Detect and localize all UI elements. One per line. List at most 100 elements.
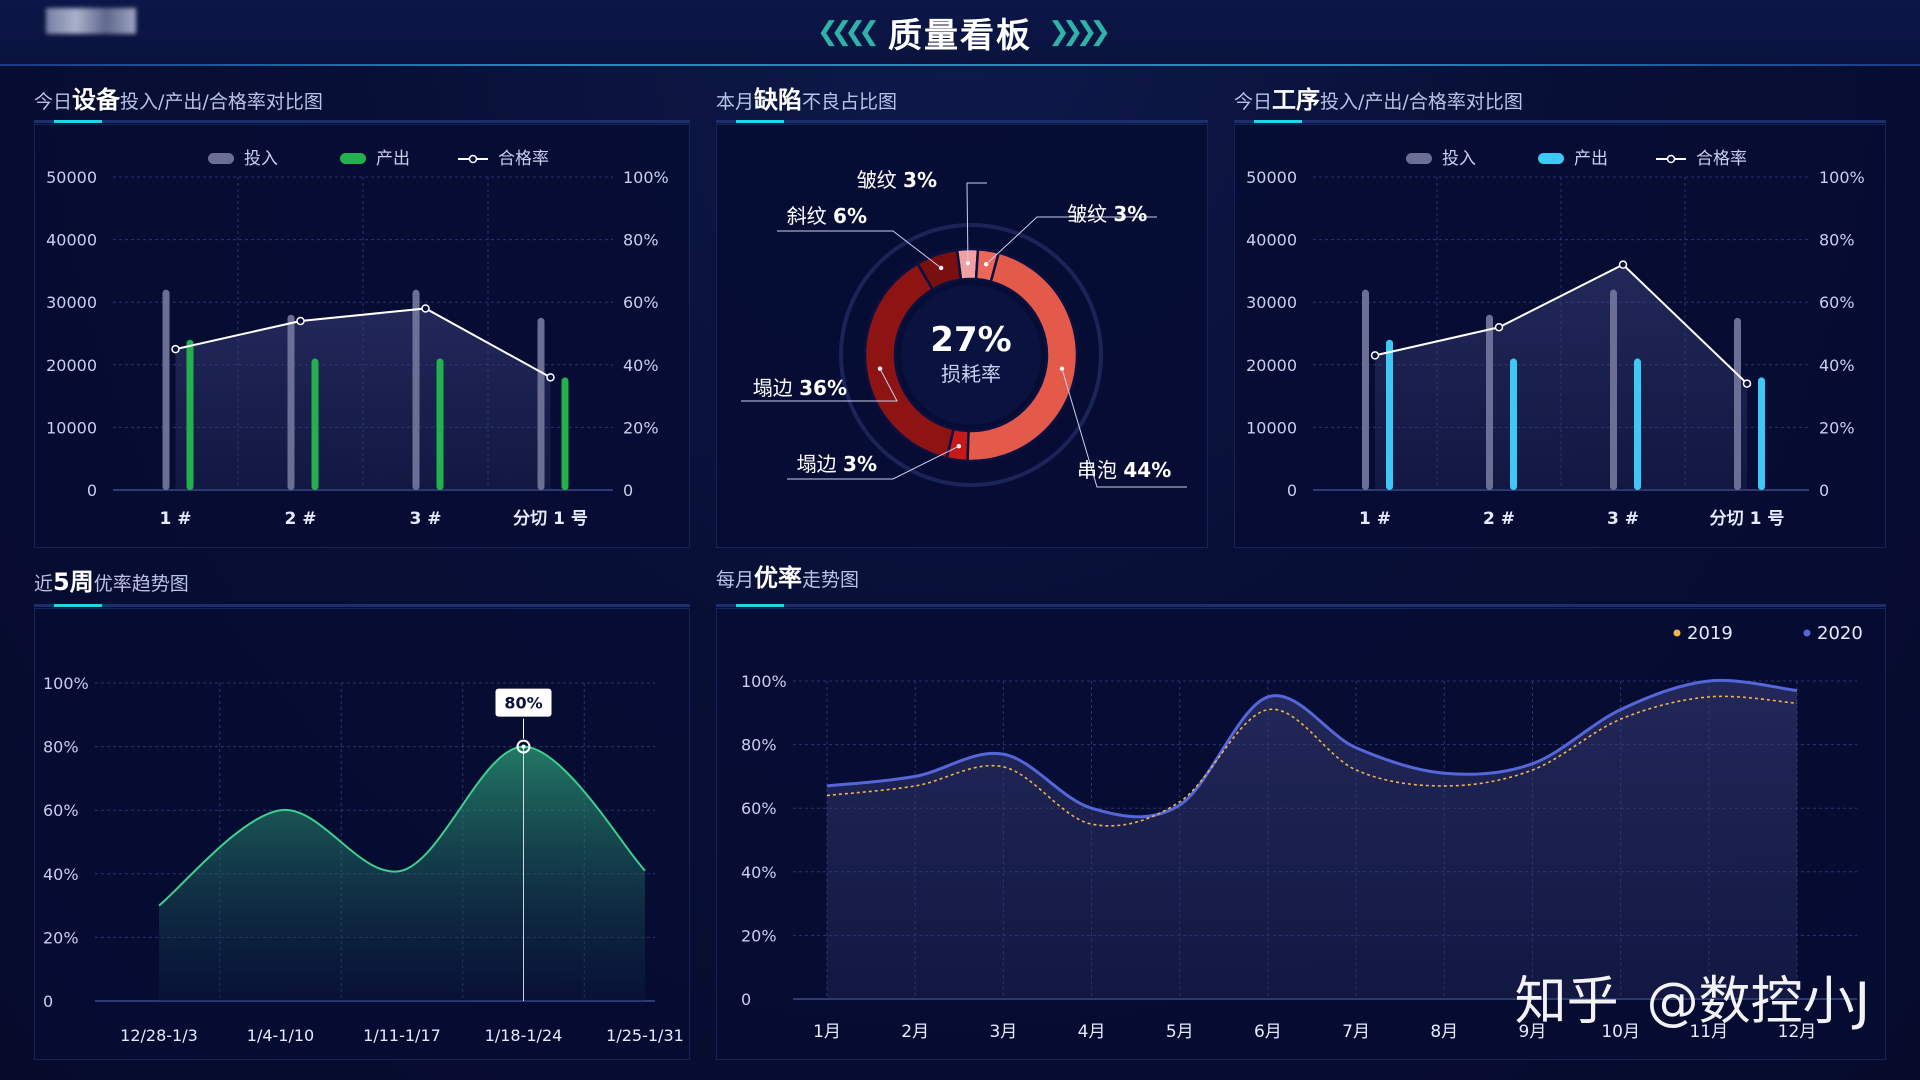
- watermark-site: 知乎: [1514, 972, 1619, 1032]
- donut-slice: [863, 261, 956, 460]
- y-tick-left: 30000: [46, 293, 97, 312]
- section-title-weekly: 近5周优率趋势图: [34, 568, 189, 596]
- x-tick-label: 1月: [813, 1022, 841, 1042]
- y-tick-left: 0: [87, 481, 97, 500]
- y-tick-label: 0: [43, 992, 53, 1011]
- donut-label: 斜纹 6%: [787, 204, 867, 228]
- x-tick-label: 6月: [1254, 1022, 1282, 1042]
- y-tick-right: 60%: [1819, 293, 1855, 312]
- section-underline: [716, 120, 1208, 123]
- x-tick-label: 3月: [989, 1022, 1017, 1042]
- y-tick-right: 60%: [623, 293, 659, 312]
- donut-label: 皱纹 3%: [857, 168, 937, 192]
- page-title: 质量看板: [888, 15, 1032, 56]
- x-tick-label: 5月: [1166, 1022, 1194, 1042]
- donut-leader-line: [966, 182, 987, 264]
- legend-2019-label: 2019: [1687, 623, 1733, 644]
- rate-point: [421, 304, 430, 313]
- bar-output: [436, 358, 444, 490]
- y-tick-label: 20%: [43, 928, 79, 947]
- y-tick-right: 40%: [623, 356, 659, 375]
- panel-weekly: 100% 80% 60% 40% 20% 0 80% 12/28-1/3 1/4-1/10 1/1…: [34, 608, 707, 1060]
- rate-point: [1618, 260, 1628, 269]
- section-underline: [34, 604, 690, 607]
- x-tick-label: 3 #: [1607, 509, 1639, 529]
- x-tick-label: 1/4-1/10: [247, 1026, 314, 1045]
- monthly-line-chart: 2019 2020 100% 80% 60% 40% 20% 0 1月 2月 3月 4月 5月 6月 7月 8…: [741, 623, 1863, 1042]
- bar-input: [1362, 289, 1369, 490]
- section-title-equip: 今日设备投入/产出/合格率对比图: [34, 86, 323, 114]
- rate-point: [171, 344, 180, 354]
- y-tick-left: 40000: [1246, 231, 1297, 250]
- y-tick-label: 0: [741, 990, 751, 1009]
- y-tick-label: 60%: [43, 801, 79, 820]
- section-title-process: 今日工序投入/产出/合格率对比图: [1234, 86, 1523, 114]
- y-tick-right: 100%: [1819, 168, 1865, 187]
- bar-output: [1758, 377, 1765, 490]
- panel-defect: 27% 损耗率 皱纹 3% 皱纹 3% 串泡 44% 塌边 3% 塌边 36% 斜纹 6%: [716, 124, 1208, 548]
- bar-input: [1734, 317, 1741, 490]
- y-tick-left: 20000: [46, 356, 97, 375]
- rate-point: [1742, 379, 1752, 388]
- annotation-label: 80%: [504, 694, 542, 713]
- y-tick-left: 0: [1287, 481, 1297, 500]
- bar-output: [1510, 358, 1517, 490]
- bar-output: [1634, 358, 1641, 490]
- y-tick-label: 20%: [741, 926, 777, 945]
- y-tick-left: 50000: [46, 168, 97, 187]
- x-tick-label: 1/25-1/31: [606, 1026, 684, 1045]
- title-wrap: ❮❮❮❮ 质量看板 ❯❯❯❯: [0, 8, 1920, 56]
- section-underline: [716, 604, 1886, 607]
- header: ❮❮❮❮ 质量看板 ❯❯❯❯: [0, 0, 1920, 66]
- donut-slice: [966, 251, 1079, 463]
- y-tick-right: 20%: [1819, 418, 1855, 437]
- y-tick-right: 0: [623, 481, 633, 500]
- bar-output: [311, 358, 319, 490]
- section-underline: [34, 120, 690, 123]
- x-tick-label: 2 #: [285, 509, 317, 529]
- donut-leader-dot: [877, 366, 883, 371]
- x-tick-label: 9月: [1519, 1022, 1547, 1042]
- watermark-handle: @数控小J: [1646, 972, 1870, 1032]
- legend-rate-label: 合格率: [498, 149, 549, 169]
- y-tick-left: 10000: [1246, 418, 1297, 437]
- bar-input: [162, 289, 170, 490]
- section-title-monthly: 每月优率走势图: [716, 564, 860, 592]
- weekly-line: [158, 745, 646, 907]
- x-tick-label: 8月: [1430, 1022, 1458, 1042]
- rate-point: [1370, 351, 1380, 360]
- donut-center-label: 损耗率: [941, 362, 1001, 386]
- x-tick-label: 3 #: [410, 509, 442, 529]
- donut-label: 串泡 44%: [1077, 458, 1171, 482]
- legend-rate-dot: [1666, 154, 1676, 164]
- x-tick-label: 分切 1 号: [1710, 509, 1785, 529]
- bar-input: [537, 317, 545, 490]
- donut-outer-ring: [839, 223, 1103, 487]
- rate-area: [1375, 264, 1747, 490]
- legend-input-label: 投入: [1442, 149, 1476, 169]
- x-tick-label: 11月: [1689, 1022, 1728, 1042]
- y-tick-right: 80%: [1819, 231, 1855, 250]
- x-tick-label: 12/28-1/3: [120, 1026, 198, 1045]
- y-tick-right: 80%: [623, 231, 659, 250]
- line-2020-area: [827, 680, 1797, 999]
- weekly-area: [159, 746, 645, 1001]
- donut-leader-line: [777, 230, 942, 269]
- process-bar-chart: 投入 产出 合格率 50000 100% 40000 80% 30000 60% 20000 40%…: [1246, 149, 1865, 529]
- x-tick-label: 7月: [1342, 1022, 1370, 1042]
- y-tick-right: 100%: [623, 168, 669, 187]
- equip-bar-chart: 投入 产出 合格率 50000 100% 40000 80% 30000 60% 20000 40%…: [46, 149, 669, 529]
- legend-rate-label: 合格率: [1696, 149, 1747, 169]
- donut-inner-bg: [901, 285, 1041, 425]
- panel-process: 投入 产出 合格率 50000 100% 40000 80% 30000 60% 20000 40%…: [1234, 124, 1886, 548]
- donut-center-value: 27%: [930, 320, 1011, 360]
- y-tick-label: 60%: [741, 799, 777, 818]
- x-tick-label: 1/11-1/17: [363, 1026, 441, 1045]
- y-tick-label: 40%: [43, 865, 79, 884]
- weekly-area-chart: 100% 80% 60% 40% 20% 0 80% 12/28-1/3 1/4-1/10 1/1…: [43, 674, 707, 1045]
- annotation-point-core: [521, 744, 526, 749]
- bar-input: [287, 314, 295, 490]
- rate-area: [175, 308, 551, 490]
- annotation-point: [516, 739, 531, 754]
- donut-leader-dot: [1059, 366, 1065, 371]
